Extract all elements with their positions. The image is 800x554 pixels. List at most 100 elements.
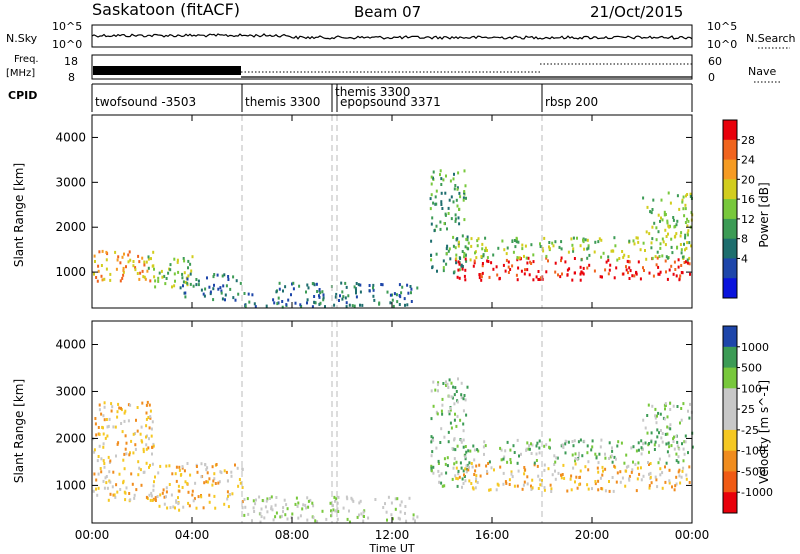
- scatter-cell: [575, 475, 578, 479]
- scatter-cell: [635, 271, 637, 275]
- scatter-cell: [306, 518, 309, 522]
- colorbar-tick-label: 1000: [741, 341, 769, 354]
- scatter-cell: [345, 495, 348, 499]
- scatter-cell: [389, 293, 392, 297]
- scatter-cell: [456, 187, 459, 191]
- scatter-cell: [660, 216, 662, 220]
- scatter-cell: [237, 292, 240, 296]
- scatter-cell: [147, 255, 150, 259]
- scatter-cell: [680, 248, 683, 252]
- scatter-cell: [648, 463, 650, 466]
- scatter-cell: [359, 290, 362, 294]
- scatter-cell: [158, 504, 161, 508]
- scatter-cell: [464, 467, 467, 471]
- scatter-cell: [616, 444, 619, 448]
- scatter-cell: [123, 419, 126, 423]
- scatter-cell: [168, 464, 171, 468]
- scatter-cell: [141, 269, 144, 273]
- scatter-cell: [526, 475, 529, 479]
- scatter-cell: [649, 210, 652, 214]
- scatter-cell: [511, 475, 514, 479]
- scatter-cell: [513, 451, 516, 454]
- scatter-cell: [554, 460, 557, 464]
- scatter-cell: [255, 498, 257, 502]
- scatter-cell: [217, 481, 220, 485]
- scatter-cell: [232, 296, 235, 300]
- scatter-cell: [106, 434, 109, 438]
- scatter-cell: [560, 476, 563, 480]
- scatter-cell: [663, 210, 666, 214]
- scatter-cell: [173, 257, 176, 261]
- scatter-cell: [282, 510, 284, 514]
- scatter-cell: [430, 435, 433, 439]
- freq-unit: [MHz]: [6, 68, 35, 79]
- scatter-cell: [231, 492, 234, 496]
- scatter-cell: [229, 493, 231, 496]
- scatter-cell: [673, 260, 676, 264]
- scatter-cell: [275, 496, 278, 499]
- scatter-cell: [387, 495, 390, 499]
- scatter-cell: [430, 464, 433, 468]
- scatter-cell: [345, 285, 348, 289]
- scatter-cell: [97, 269, 100, 273]
- scatter-cell: [373, 298, 376, 302]
- scatter-cell: [98, 432, 101, 436]
- scatter-cell: [208, 500, 211, 504]
- scatter-cell: [461, 267, 464, 271]
- scatter-cell: [533, 461, 536, 465]
- scatter-cell: [195, 465, 198, 468]
- scatter-cell: [439, 220, 442, 224]
- scatter-cell: [444, 462, 447, 466]
- scatter-cell: [206, 480, 209, 484]
- scatter-cell: [686, 241, 689, 245]
- scatter-cell: [563, 476, 566, 480]
- scatter-cell: [554, 477, 557, 481]
- scatter-cell: [537, 278, 540, 281]
- scatter-cell: [527, 447, 530, 451]
- scatter-cell: [312, 516, 315, 520]
- scatter-cell: [640, 452, 643, 456]
- scatter-cell: [334, 295, 337, 299]
- nsky-label: N.Sky: [6, 32, 38, 45]
- scatter-cell: [664, 407, 666, 411]
- scatter-cell: [490, 466, 493, 470]
- scatter-cell: [197, 283, 200, 287]
- scatter-cell: [98, 250, 101, 254]
- scatter-cell: [313, 300, 316, 304]
- scatter-cell: [551, 241, 554, 245]
- scatter-cell: [335, 292, 338, 296]
- scatter-cell: [685, 477, 688, 481]
- scatter-cell: [526, 441, 529, 445]
- scatter-cell: [139, 468, 142, 472]
- scatter-cell: [467, 247, 470, 251]
- scatter-cell: [213, 477, 216, 481]
- scatter-cell: [569, 477, 572, 481]
- scatter-cell: [241, 500, 244, 504]
- scatter-cell: [673, 488, 676, 492]
- scatter-cell: [330, 509, 332, 513]
- scatter-cell: [655, 226, 658, 230]
- velocity-ylabel: Slant Range [km]: [12, 379, 26, 483]
- scatter-cell: [502, 471, 505, 475]
- scatter-cell: [655, 421, 658, 425]
- scatter-cell: [625, 265, 627, 269]
- scatter-cell: [321, 290, 324, 294]
- scatter-cell: [404, 511, 406, 515]
- scatter-cell: [512, 250, 515, 254]
- scatter-cell: [676, 444, 679, 448]
- scatter-cell: [213, 494, 216, 498]
- scatter-cell: [286, 517, 289, 521]
- scatter-cell: [549, 483, 552, 487]
- scatter-cell: [537, 270, 540, 273]
- scatter-cell: [659, 467, 662, 471]
- scatter-cell: [194, 481, 197, 485]
- scatter-cell: [675, 459, 678, 463]
- scatter-cell: [471, 465, 474, 469]
- scatter-cell: [136, 272, 139, 275]
- scatter-cell: [619, 480, 622, 484]
- scatter-cell: [632, 239, 635, 243]
- scatter-cell: [443, 484, 446, 488]
- scatter-cell: [334, 499, 336, 503]
- scatter-cell: [680, 418, 683, 422]
